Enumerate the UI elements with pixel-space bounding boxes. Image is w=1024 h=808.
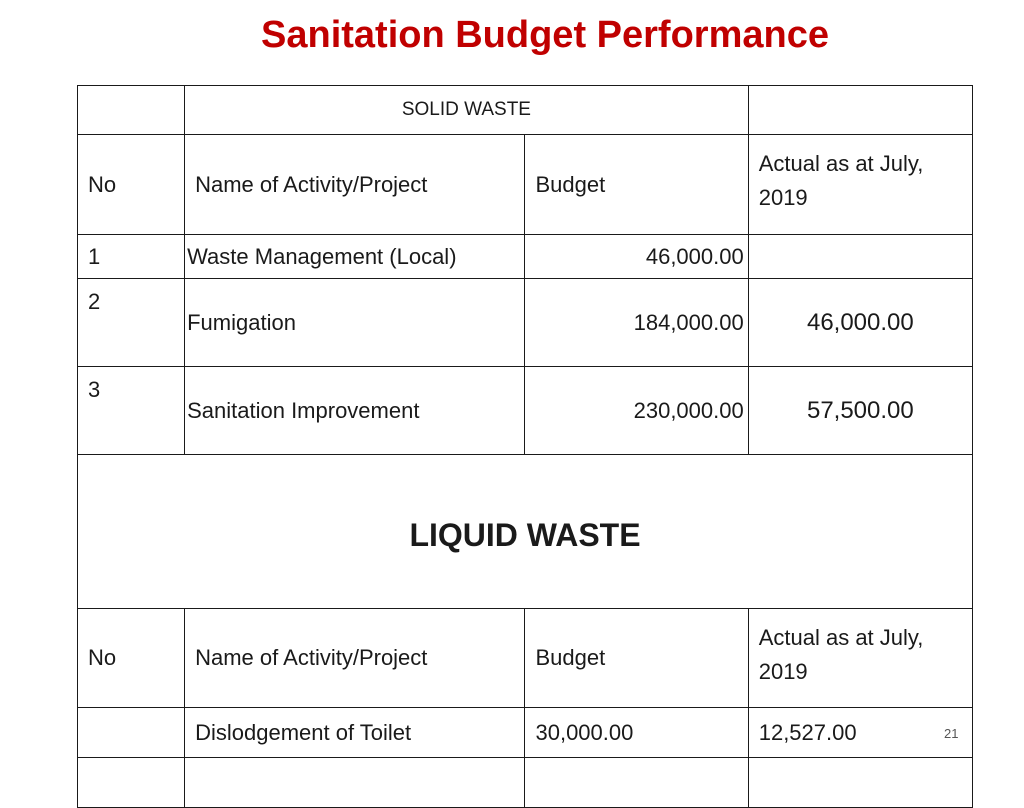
solid-waste-label: SOLID WASTE <box>184 85 749 135</box>
row-name: Dislodgement of Toilet <box>184 707 526 758</box>
slide-title: Sanitation Budget Performance <box>261 14 829 56</box>
column-header-row: No Name of Activity/Project Budget Actua… <box>76 608 974 708</box>
header-actual: Actual as at July, 2019 <box>747 134 974 235</box>
table-row: 2 Fumigation 184,000.00 46,000.00 <box>76 278 974 367</box>
solid-waste-header-row: SOLID WASTE <box>76 85 974 135</box>
row-name: Waste Management (Local) <box>184 234 526 279</box>
row-no: 3 <box>76 366 186 455</box>
row-no: 2 <box>76 278 186 367</box>
liquid-waste-row: LIQUID WASTE <box>77 454 973 609</box>
header-no: No <box>76 134 186 235</box>
row-budget: 46,000.00 <box>524 234 749 279</box>
table-cell <box>524 757 749 808</box>
header-budget: Budget <box>524 608 749 708</box>
header-actual: Actual as at July, 2019 <box>747 608 974 708</box>
table-row <box>76 757 974 808</box>
row-name: Sanitation Improvement <box>184 366 526 455</box>
table-row: Dislodgement of Toilet 30,000.00 12,527.… <box>76 707 974 758</box>
row-budget: 230,000.00 <box>524 366 749 455</box>
row-actual: 57,500.00 <box>747 366 974 455</box>
table-cell <box>184 757 526 808</box>
header-budget: Budget <box>524 134 749 235</box>
liquid-waste-label: LIQUID WASTE <box>77 454 973 609</box>
header-name: Name of Activity/Project <box>184 134 526 235</box>
table-row: 1 Waste Management (Local) 46,000.00 <box>76 234 974 279</box>
table-cell <box>76 757 186 808</box>
row-budget: 30,000.00 <box>524 707 749 758</box>
row-actual: 46,000.00 <box>747 278 974 367</box>
row-actual: 12,527.00 <box>747 707 974 758</box>
table-cell <box>747 85 974 135</box>
row-budget: 184,000.00 <box>524 278 749 367</box>
row-no: 1 <box>76 234 186 279</box>
budget-table: SOLID WASTE No Name of Activity/Project … <box>76 85 974 808</box>
header-no: No <box>76 608 186 708</box>
page-number: 21 <box>944 726 959 741</box>
table-row: 3 Sanitation Improvement 230,000.00 57,5… <box>76 366 974 455</box>
table-cell <box>747 757 974 808</box>
table-cell <box>76 85 186 135</box>
row-actual <box>747 234 974 279</box>
column-header-row: No Name of Activity/Project Budget Actua… <box>76 134 974 235</box>
row-name: Fumigation <box>184 278 526 367</box>
row-no <box>76 707 186 758</box>
header-name: Name of Activity/Project <box>184 608 526 708</box>
